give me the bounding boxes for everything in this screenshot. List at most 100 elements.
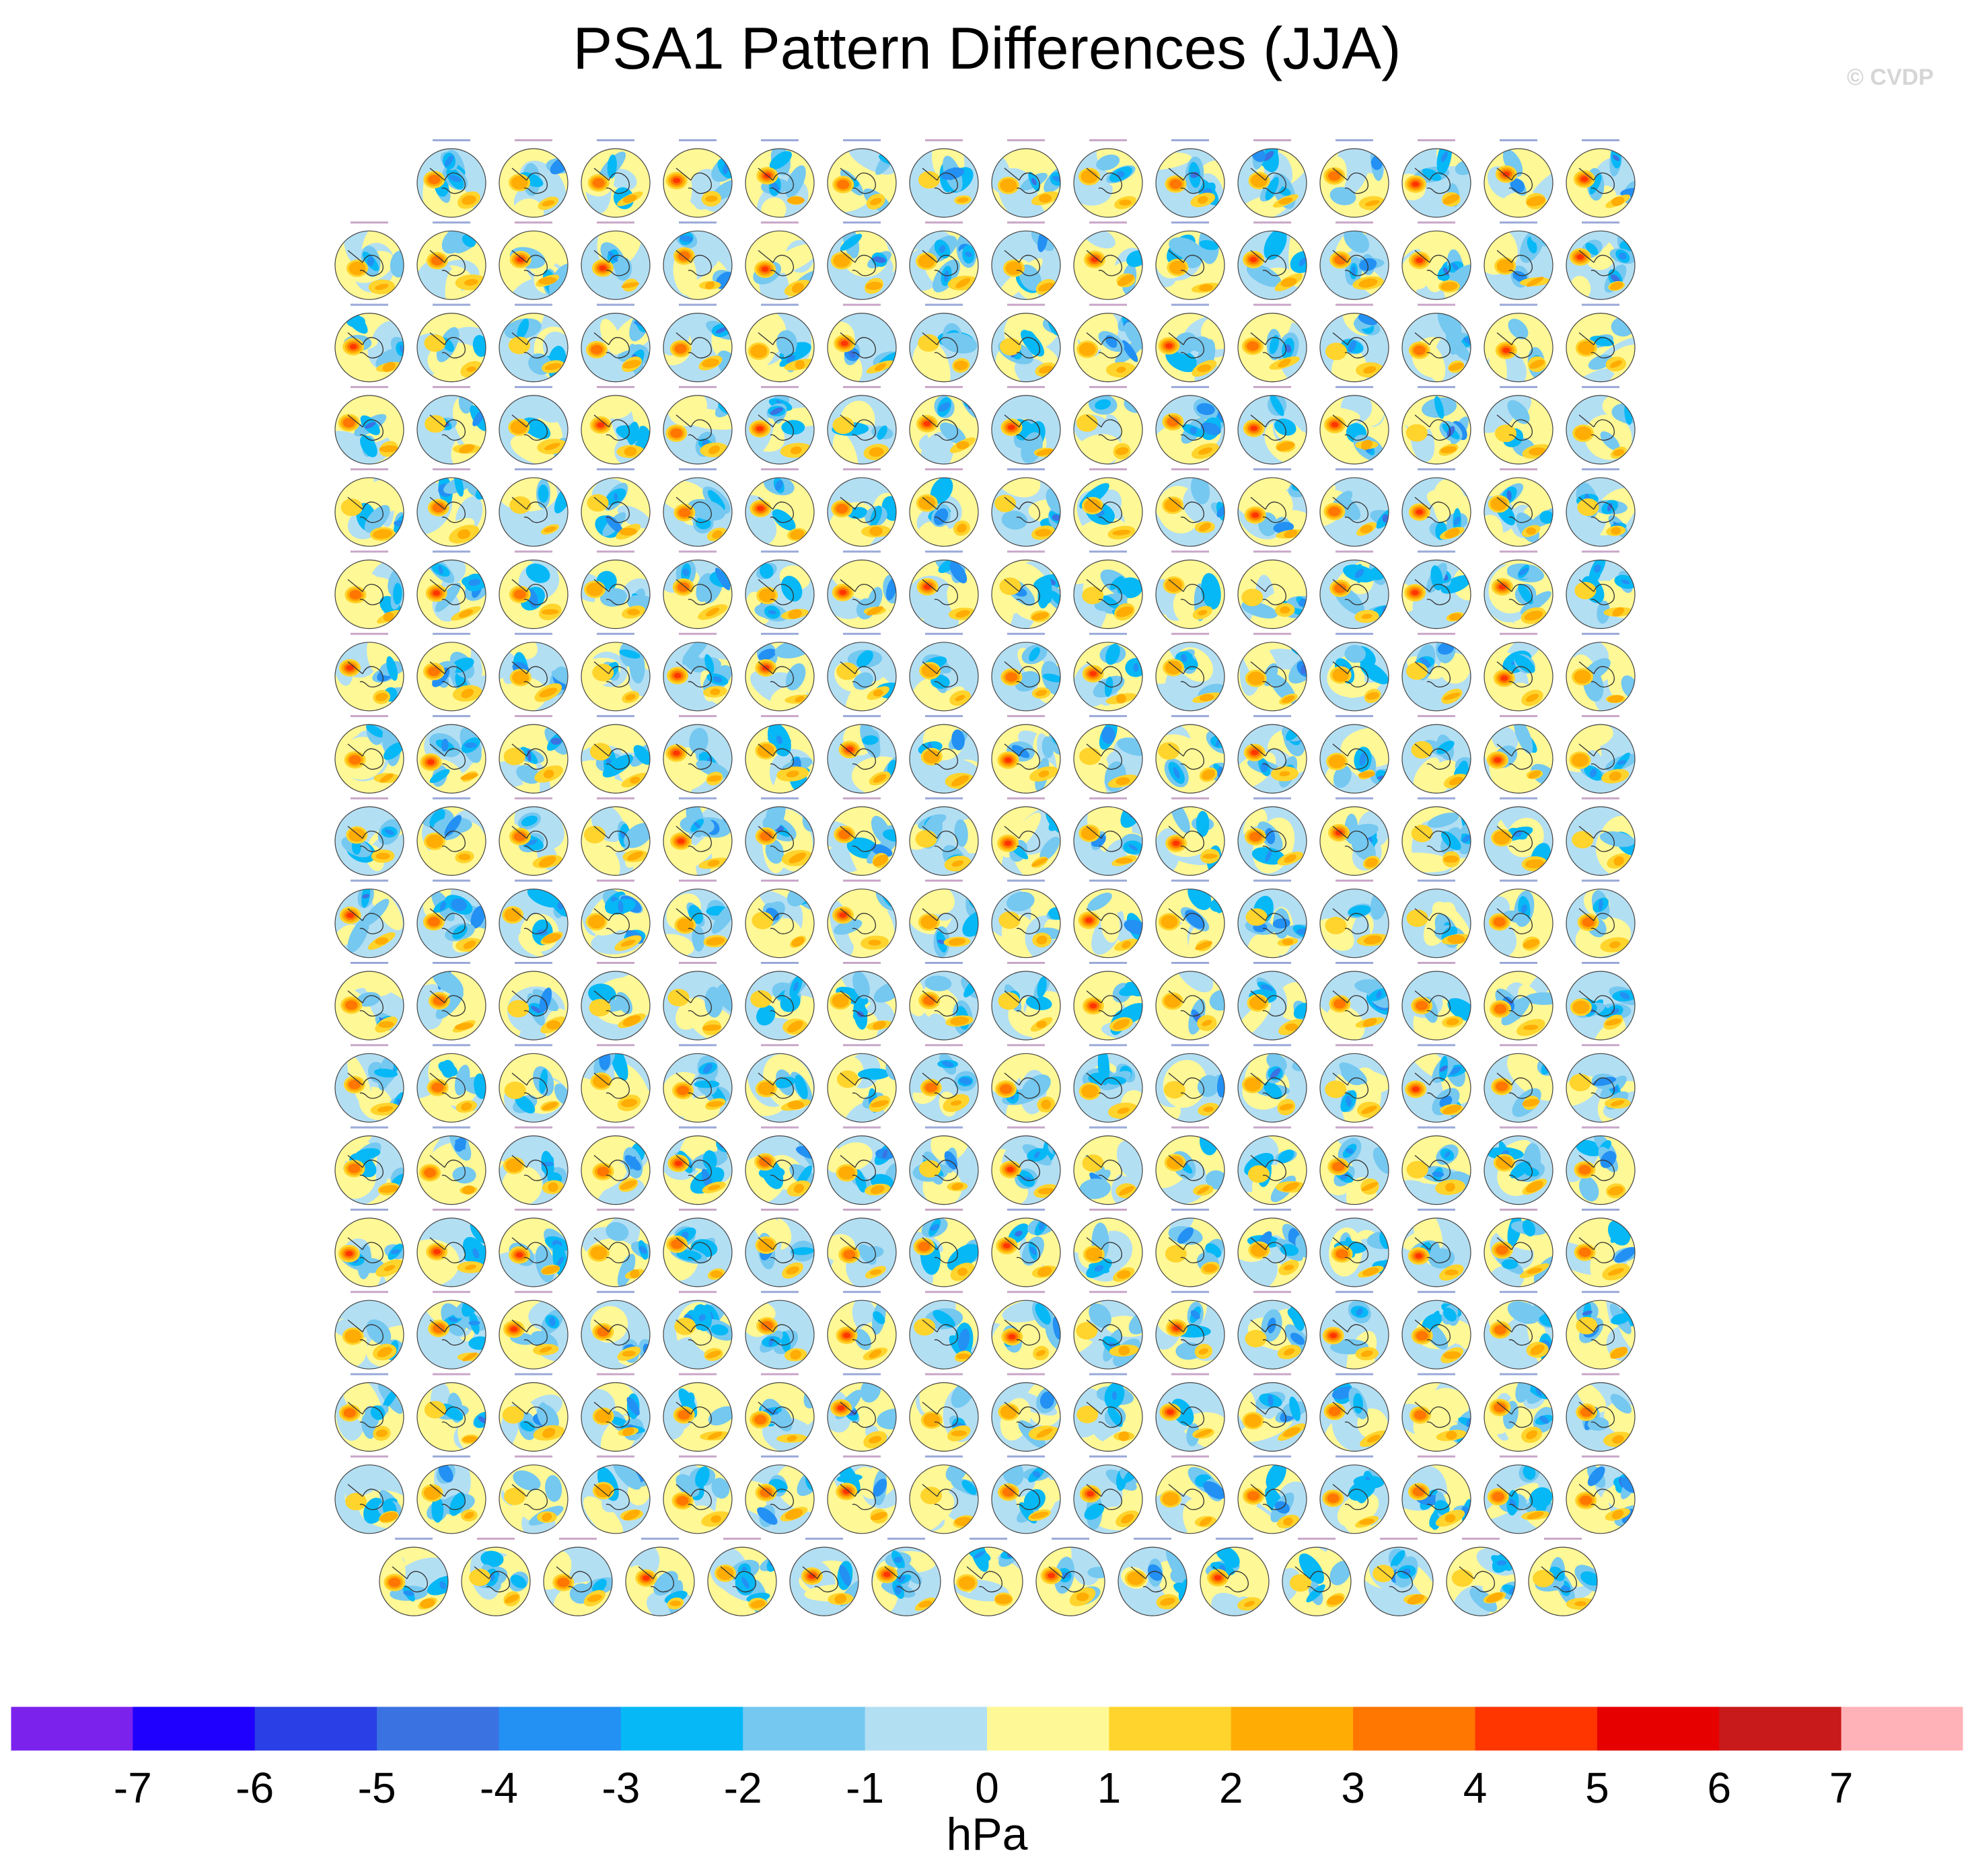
map-pattern: [1607, 502, 1613, 512]
map-pattern: [832, 416, 854, 435]
map-panel: [1401, 632, 1471, 712]
map-field: [1074, 806, 1142, 876]
map-pattern: [592, 178, 605, 188]
panel-caption: [1582, 879, 1619, 882]
panel-caption: [433, 715, 470, 718]
map-border: [991, 395, 1061, 465]
panel-caption: [1500, 962, 1537, 964]
map-panel: [745, 962, 815, 1041]
coastline: [1496, 578, 1533, 605]
map-panel: [1566, 1044, 1636, 1123]
map-pattern: [1440, 151, 1448, 162]
map-panel: [1401, 385, 1471, 465]
map-pattern: [677, 838, 685, 844]
map-field: [745, 806, 814, 876]
map-border: [1237, 312, 1307, 383]
panel-caption: [351, 1373, 388, 1376]
map-pattern: [1449, 613, 1462, 621]
map-pattern: [1578, 1165, 1591, 1175]
map-pattern: [1445, 528, 1460, 539]
map-panel: [663, 797, 733, 876]
map-pattern: [921, 664, 939, 678]
coastline: [593, 414, 630, 441]
panel-caption: [1089, 715, 1127, 718]
map-pattern: [1412, 1086, 1420, 1092]
panel-caption: [843, 303, 881, 306]
map-field: [581, 1382, 650, 1452]
panel-caption: [433, 962, 470, 964]
map-pattern: [1496, 1156, 1513, 1170]
map-border: [909, 312, 979, 383]
map-border: [334, 312, 404, 383]
map-pattern: [1084, 498, 1101, 513]
map-pattern: [1613, 449, 1624, 456]
panel-caption: [925, 632, 963, 635]
map-panel: [1155, 797, 1225, 876]
panel-caption: [679, 468, 717, 471]
map-pattern: [1453, 516, 1461, 526]
coastline: [1086, 496, 1122, 523]
map-pattern: [1333, 999, 1346, 1009]
map-border: [1484, 312, 1553, 383]
map-field: [1238, 149, 1307, 217]
map-pattern: [1490, 497, 1508, 511]
map-pattern: [710, 688, 721, 696]
map-border: [827, 230, 897, 300]
map-border: [499, 395, 569, 465]
panel-caption: [515, 385, 552, 388]
panel-caption: [1171, 1126, 1209, 1129]
map-field: [1238, 1135, 1307, 1205]
map-panel: [827, 1208, 897, 1287]
map-pattern: [1440, 282, 1458, 291]
map-field: [1566, 806, 1635, 876]
map-border: [991, 559, 1061, 630]
page-title: PSA1 Pattern Differences (JJA): [573, 15, 1401, 81]
map-panel: [745, 468, 815, 547]
panel-caption: [1582, 139, 1619, 141]
map-panel: [745, 550, 815, 630]
map-pattern: [1250, 174, 1268, 188]
map-panel: [1155, 1291, 1225, 1370]
panel-caption: [433, 879, 470, 882]
map-panel: [1319, 550, 1389, 630]
map-panel: [581, 550, 651, 630]
panel-caption: [1500, 797, 1537, 800]
map-pattern: [1076, 1322, 1098, 1340]
map-border: [581, 559, 651, 630]
map-pattern: [1169, 237, 1202, 260]
map-border: [581, 395, 651, 465]
map-field: [1320, 478, 1389, 547]
coastline: [840, 167, 876, 194]
panel-caption: [679, 1126, 717, 1129]
panel-caption: [843, 221, 881, 224]
map-pattern: [1201, 572, 1221, 610]
panel-caption: [515, 797, 552, 800]
map-field: [1074, 642, 1142, 711]
map-panel: [581, 1208, 651, 1287]
map-pattern: [616, 425, 645, 441]
coastline: [840, 332, 876, 359]
map-panel: [1237, 1291, 1307, 1370]
map-panel: [1319, 1291, 1389, 1370]
map-pattern: [393, 583, 402, 605]
map-border: [663, 148, 733, 218]
map-border: [991, 230, 1061, 300]
map-pattern: [1496, 259, 1514, 273]
coastline: [840, 496, 876, 523]
map-pattern: [544, 443, 560, 451]
panel-caption: [1089, 1044, 1127, 1047]
map-pattern: [758, 1238, 775, 1252]
map-pattern: [1247, 671, 1265, 685]
map-field: [1238, 231, 1307, 300]
map-border: [581, 312, 651, 383]
map-field: [1566, 395, 1635, 464]
map-panel: [581, 468, 651, 547]
map-border: [1401, 559, 1471, 630]
coastline: [347, 578, 383, 605]
map-border: [334, 230, 404, 300]
coastline: [1496, 167, 1533, 194]
coastline: [429, 250, 466, 276]
map-pattern: [1241, 589, 1264, 607]
map-border: [745, 642, 815, 712]
map-pattern: [1370, 160, 1383, 165]
